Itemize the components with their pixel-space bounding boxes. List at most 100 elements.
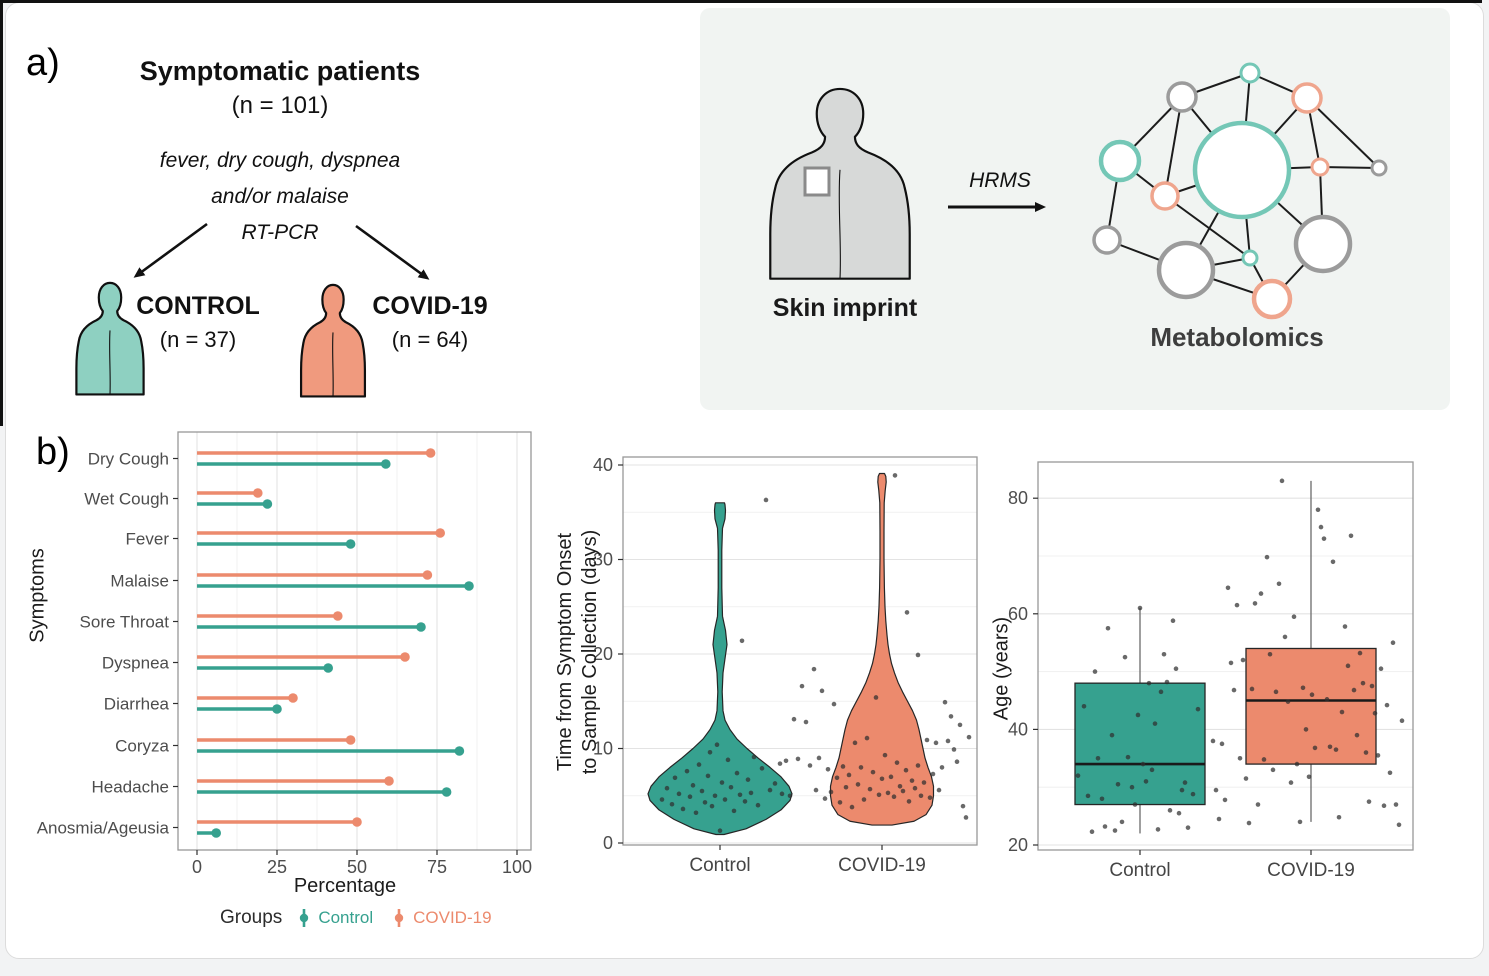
jitter-point [822, 796, 828, 801]
jitter-point [737, 792, 743, 798]
jitter-point [906, 799, 912, 804]
jitter-point [1213, 787, 1219, 793]
jitter-point [879, 776, 885, 782]
lollipop-dot-covid [252, 488, 263, 498]
jitter-point [900, 788, 906, 794]
jitter-point [915, 652, 921, 658]
jitter-point [1309, 692, 1315, 698]
jitter-point [960, 803, 966, 809]
jitter-point [699, 788, 705, 794]
jitter-point [1125, 754, 1131, 760]
jitter-point [1300, 685, 1306, 691]
jitter-point [918, 793, 924, 799]
network-node-teal [1192, 120, 1292, 220]
control-person-icon [76, 283, 143, 395]
jitter-point [1279, 478, 1285, 484]
jitter-point [1231, 687, 1237, 693]
jitter-point [669, 801, 675, 807]
arrow-to-control-icon [133, 222, 208, 278]
jitter-point [1222, 797, 1228, 803]
jitter-point [767, 787, 773, 793]
jitter-point [816, 755, 822, 761]
jitter-point [1393, 802, 1399, 807]
network-node-teal [1239, 62, 1261, 84]
jitter-point [777, 761, 783, 766]
jitter-point [1327, 744, 1333, 750]
jitter-point [728, 784, 734, 790]
jitter-point [791, 716, 797, 722]
jitter-point [722, 797, 728, 802]
lollipop-dot-control [381, 459, 391, 469]
criteria-line-2: and/or malaise [211, 185, 349, 208]
jitter-point [1276, 581, 1282, 587]
lollipop-dot-covid [435, 528, 446, 538]
jitter-point [799, 683, 805, 689]
metabolomics-label: Metabolomics [1150, 322, 1324, 352]
jitter-point [1249, 686, 1255, 692]
control-group-n: (n = 37) [159, 327, 237, 352]
lollipop-category-label: Fever [126, 530, 170, 549]
lollipop-dot-control [416, 622, 426, 632]
control-group-name: CONTROL [136, 292, 260, 320]
jitter-point [1312, 745, 1318, 751]
jitter-point [1195, 706, 1201, 712]
jitter-point [1152, 721, 1158, 726]
jitter-point [1115, 782, 1121, 787]
jitter-point [1210, 738, 1216, 744]
jitter-point [672, 775, 678, 781]
lollipop-dot-control [323, 663, 334, 673]
pointrange-glyph-control-icon [300, 909, 309, 927]
jitter-point [837, 800, 843, 805]
jitter-point [891, 794, 897, 799]
jitter-point [731, 808, 737, 814]
box-covid [1245, 647, 1377, 765]
violin-shape-covid [829, 472, 935, 826]
symptoms-lollipop-chart: Dry Cough Wet Cough Fever Malaise Sore Throa… [37, 448, 532, 877]
jitter-point [904, 610, 910, 615]
jitter-point [1255, 802, 1261, 807]
jitter-point [1351, 687, 1357, 693]
lollipop-y-axis-title: Symptoms [26, 548, 49, 643]
jitter-point [892, 473, 898, 478]
lollipop-dot-control [272, 704, 282, 714]
lollipop-x-tick-label: 25 [267, 857, 287, 877]
jitter-point [1375, 753, 1381, 758]
jitter-point [705, 773, 711, 779]
jitter-point [1390, 640, 1396, 645]
lollipop-category-label: Coryza [115, 737, 169, 756]
jitter-point [1273, 689, 1279, 695]
jitter-point [819, 688, 825, 694]
study-title: Symptomatic patients [139, 56, 421, 86]
lollipop-dot-covid [345, 735, 356, 745]
jitter-point [787, 793, 793, 799]
jitter-point [690, 783, 696, 788]
jitter-point [1345, 663, 1351, 669]
jitter-point [948, 714, 954, 719]
jitter-point [1219, 741, 1225, 747]
jitter-point [921, 780, 927, 785]
jitter-point [1228, 660, 1234, 666]
lollipop-category-label: Malaise [110, 572, 169, 591]
jitter-point [909, 778, 915, 783]
jitter-point [888, 774, 894, 780]
jitter-point [1129, 784, 1135, 790]
arrow-to-covid-icon [355, 224, 430, 280]
lollipop-dot-covid [288, 693, 298, 703]
jitter-point [1225, 585, 1231, 591]
box-y-axis-title: Age (years) [990, 616, 1013, 721]
criteria-line-1: fever, dry cough, dyspnea [159, 149, 401, 172]
jitter-point [745, 777, 751, 782]
lollipop-category-label: Dry Cough [88, 450, 169, 469]
lollipop-x-axis-title: Percentage [293, 875, 397, 897]
jitter-point [885, 790, 891, 796]
lollipop-dot-control [464, 581, 474, 591]
jitter-point [1167, 808, 1173, 813]
covid-person-icon [301, 285, 365, 397]
lollipop-dot-covid [333, 611, 343, 621]
jitter-point [676, 791, 682, 797]
jitter-point [1366, 799, 1372, 804]
legend-item-control: Control [298, 907, 373, 929]
lollipop-dot-control [345, 539, 356, 549]
jitter-point [1075, 773, 1081, 778]
